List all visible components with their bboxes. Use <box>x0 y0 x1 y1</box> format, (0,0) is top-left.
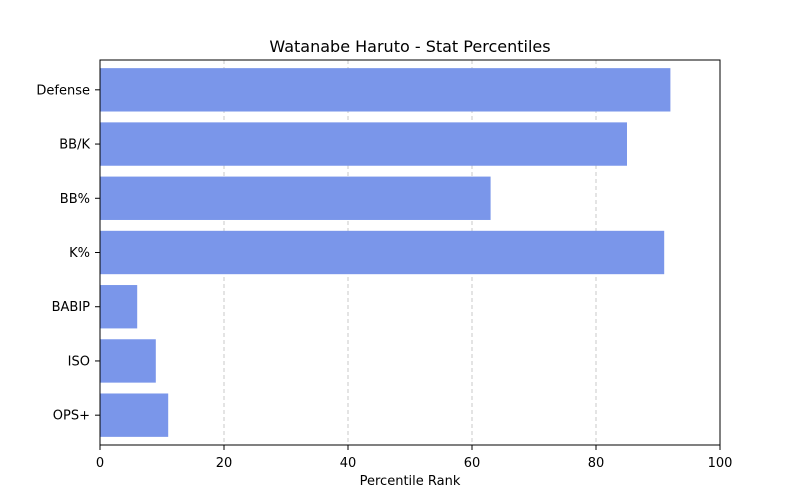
bar-babip <box>100 285 138 329</box>
bar-ops <box>100 393 169 437</box>
x-tick-label: 60 <box>464 456 481 471</box>
bar-defense <box>100 68 671 112</box>
y-tick-label: BB/K <box>59 138 90 153</box>
bar-k <box>100 230 665 275</box>
chart-title: Watanabe Haruto - Stat Percentiles <box>269 37 550 56</box>
bar-iso <box>100 339 156 383</box>
bars <box>100 68 671 437</box>
y-tick-label: OPS+ <box>53 409 90 424</box>
y-tick-label: ISO <box>68 354 90 369</box>
x-tick-label: 100 <box>708 456 733 471</box>
y-tick-label: BB% <box>60 192 90 207</box>
y-axis-ticks: OPS+ ISO BABIP K% BB% BB/K Defense <box>36 83 100 424</box>
y-tick-label: Defense <box>36 83 90 98</box>
bar-bb-k <box>100 122 627 166</box>
x-tick-label: 0 <box>96 456 104 471</box>
x-tick-label: 80 <box>588 456 605 471</box>
x-tick-label: 20 <box>216 456 233 471</box>
bar-bb <box>100 176 491 220</box>
x-axis-label: Percentile Rank <box>360 474 461 489</box>
x-axis-ticks: 0 20 40 60 80 100 <box>96 445 733 471</box>
x-tick-label: 40 <box>340 456 357 471</box>
y-tick-label: BABIP <box>52 300 91 315</box>
y-tick-label: K% <box>69 246 90 261</box>
